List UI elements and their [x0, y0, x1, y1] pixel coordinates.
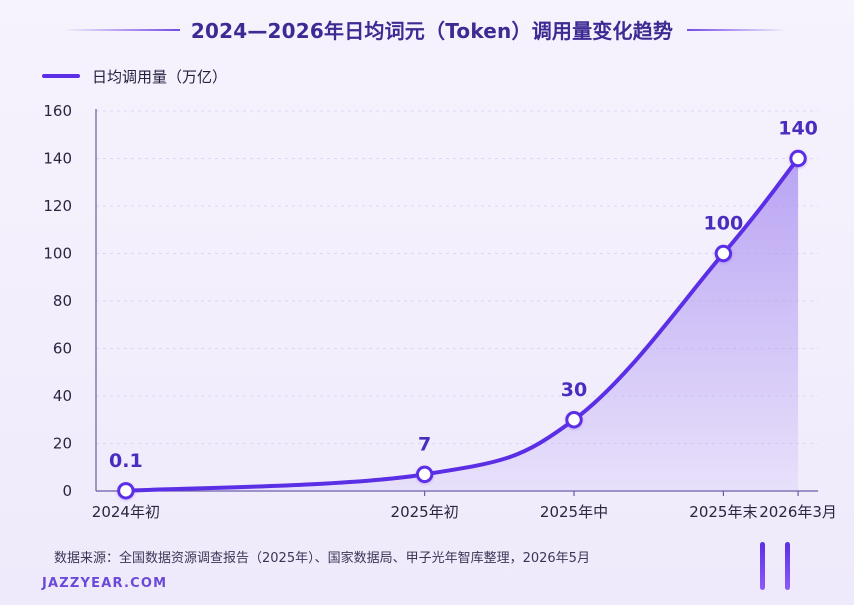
y-tick-label: 20	[53, 435, 72, 453]
x-tick-label: 2026年3月	[759, 503, 837, 521]
chart-legend: 日均调用量（万亿）	[42, 66, 227, 86]
data-point-marker	[714, 244, 733, 263]
chart-title-area: 2024—2026年日均词元（Token）调用量变化趋势	[0, 14, 854, 46]
data-point-marker	[565, 411, 583, 429]
y-tick-label: 120	[43, 197, 72, 215]
data-point-marker	[117, 482, 135, 500]
decorative-bar-right	[785, 542, 790, 590]
data-value-label: 100	[704, 213, 744, 235]
data-source-note: 数据来源：全国数据资源调查报告（2025年）、国家数据局、甲子光年智库整理，20…	[54, 551, 590, 566]
y-tick-label: 0	[62, 482, 72, 500]
decorative-bar-left	[760, 542, 765, 590]
series-line	[123, 156, 801, 493]
data-point-marker	[789, 149, 807, 168]
y-tick-label: 160	[43, 102, 72, 120]
legend-series-swatch	[42, 74, 80, 78]
data-value-label: 0.1	[109, 450, 143, 472]
chart-title: 2024—2026年日均词元（Token）调用量变化趋势	[190, 19, 674, 43]
legend-series-label: 日均调用量（万亿）	[92, 67, 228, 86]
x-tick-label: 2025年末	[689, 503, 757, 521]
title-decorative-line-left	[62, 29, 180, 31]
decorative-brand-bars	[756, 542, 796, 590]
x-tick-label: 2024年初	[92, 503, 160, 521]
x-tick-label: 2025年初	[391, 503, 459, 521]
y-tick-label: 40	[53, 387, 72, 405]
data-value-label: 140	[778, 118, 818, 140]
x-tick-label: 2025年中	[540, 503, 608, 521]
data-point-marker	[415, 465, 434, 484]
y-tick-label: 100	[43, 245, 72, 263]
title-decorative-line-right	[687, 29, 787, 31]
data-value-label: 30	[561, 379, 587, 401]
series-area-fill	[125, 158, 799, 491]
data-value-label: 7	[418, 433, 431, 455]
y-tick-label: 60	[53, 340, 72, 358]
y-tick-label: 80	[53, 292, 72, 310]
brand-wordmark: JAZZYEAR.COM	[42, 576, 168, 591]
y-tick-label: 140	[43, 150, 72, 168]
